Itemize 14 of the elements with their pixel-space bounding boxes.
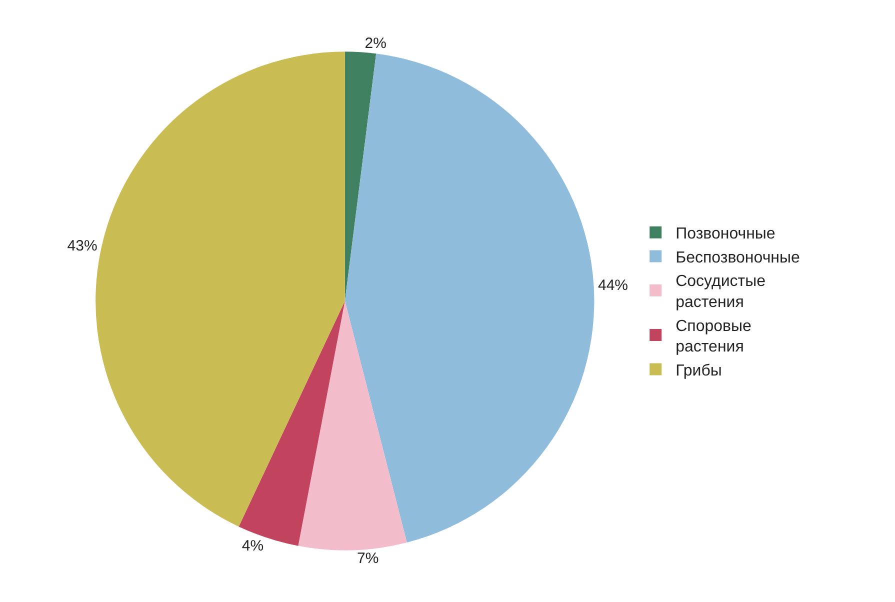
data-label: 44% <box>598 276 628 294</box>
data-label: 43% <box>67 238 98 255</box>
pie-slice <box>344 54 594 542</box>
pie-slice <box>298 301 407 550</box>
pie-slice <box>96 52 345 527</box>
legend-label: Грибы <box>676 362 722 380</box>
data-label: 7% <box>356 550 379 568</box>
legend-label: Сосудистые растения <box>676 273 766 312</box>
legend-label: Споровые растения <box>676 318 752 356</box>
legend-label: Позвоночные <box>676 226 776 243</box>
data-label: 4% <box>242 537 264 554</box>
pie-slice <box>344 52 376 301</box>
legend-label: Беспозвоночные <box>676 249 800 266</box>
data-label: 2% <box>364 35 386 52</box>
